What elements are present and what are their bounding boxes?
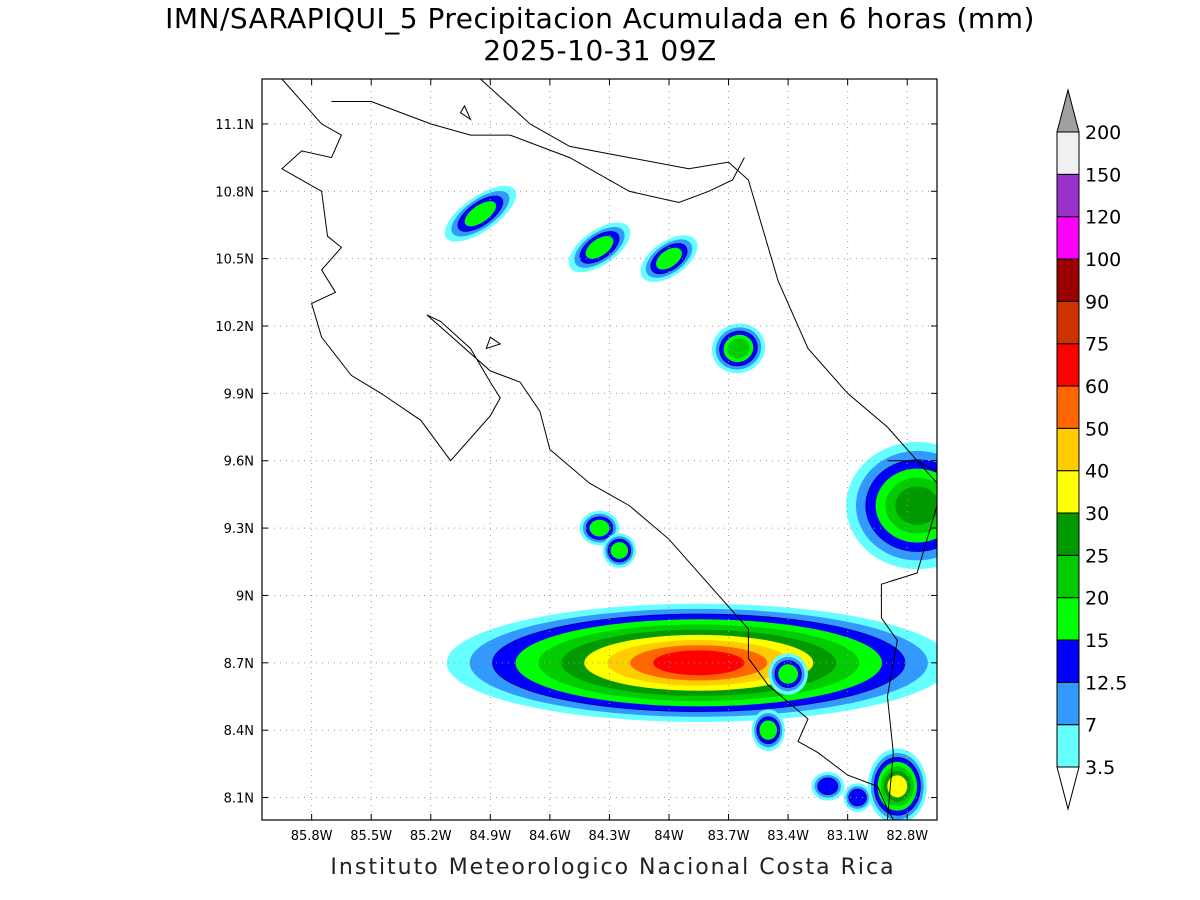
precip-cell <box>843 783 872 812</box>
precip-cell <box>568 222 631 273</box>
colorbar-label: 20 <box>1085 588 1109 610</box>
precip-cell <box>846 442 937 570</box>
x-tick-label: 83.7W <box>708 829 750 844</box>
caribbean-coastline <box>480 79 937 484</box>
panama-border <box>880 460 937 820</box>
x-tick-label: 85.5W <box>350 829 392 844</box>
x-tick-label: 84W <box>654 829 684 844</box>
y-tick-label: 10.2N <box>215 320 254 335</box>
precip-contour-level-9 <box>653 650 745 676</box>
x-tick-label: 83.1W <box>827 829 869 844</box>
colorbar-label: 90 <box>1085 291 1109 313</box>
precip-cell <box>711 323 766 374</box>
colorbar-segment <box>1056 216 1080 260</box>
credit-footer: Instituto Meteorologico Nacional Costa R… <box>330 855 896 880</box>
x-tick-label: 84.6W <box>529 829 571 844</box>
precip-cell <box>602 533 636 568</box>
colorbar-segment <box>1056 343 1080 387</box>
y-tick-label: 8.4N <box>224 724 254 739</box>
x-tick-label: 83.4W <box>767 829 809 844</box>
colorbar-segment <box>1056 639 1080 683</box>
precip-cell <box>640 235 698 283</box>
coastlines-and-borders <box>281 79 937 820</box>
precip-cell <box>811 772 845 801</box>
precip-contour-level-2 <box>848 788 867 807</box>
precip-contour-level-3 <box>759 720 778 740</box>
colorbar-over-arrow <box>1056 88 1080 133</box>
colorbar-legend: 3.5 7 12.5 15 20 25 30 40 50 60 75 90 100 120 150 200 <box>1056 88 1127 811</box>
colorbar-label: 15 <box>1085 630 1109 652</box>
colorbar-label: 7 <box>1085 715 1097 737</box>
colorbar-label: 200 <box>1085 122 1121 144</box>
y-tick-label: 11.1N <box>215 118 254 133</box>
y-tick-label: 8.1N <box>224 792 254 807</box>
colorbar-label: 100 <box>1085 249 1121 271</box>
colorbar-segment <box>1056 300 1080 345</box>
colorbar-segment <box>1056 385 1080 429</box>
longitude-ticks: 85.8W 85.5W 85.2W 84.9W 84.6W 84.3W 84W 83.7W 83… <box>291 79 928 844</box>
precip-contour-level-4 <box>727 338 750 359</box>
island-outline <box>459 104 472 121</box>
y-tick-label: 10.5N <box>215 253 254 268</box>
colorbar-segment <box>1056 597 1080 641</box>
colorbar-label: 120 <box>1085 207 1121 229</box>
precip-contour-level-3 <box>610 542 629 559</box>
y-tick-label: 9.3N <box>224 522 254 537</box>
y-tick-label: 9.9N <box>224 387 254 402</box>
colorbar-segment <box>1056 554 1080 599</box>
colorbar-label: 150 <box>1085 164 1121 186</box>
pacific-coastline <box>281 79 894 820</box>
colorbar-label: 50 <box>1085 418 1109 440</box>
precip-contour-level-3 <box>585 235 614 259</box>
precip-cell <box>867 748 927 820</box>
precipitation-field <box>444 185 937 820</box>
precip-cell <box>444 185 517 242</box>
colorbar-segment <box>1056 173 1080 218</box>
y-tick-label: 8.7N <box>224 657 254 672</box>
x-tick-label: 85.2W <box>410 829 452 844</box>
y-tick-label: 10.8N <box>215 185 254 200</box>
colorbar-label: 40 <box>1085 461 1109 483</box>
map-title-line-2: 2025-10-31 09Z <box>483 34 717 67</box>
precip-contour-level-3 <box>656 247 682 270</box>
colorbar-under-arrow <box>1056 766 1080 811</box>
colorbar-segment <box>1056 470 1080 514</box>
x-tick-label: 82.8W <box>886 829 928 844</box>
colorbar-segment <box>1056 427 1080 472</box>
precip-cell <box>446 603 937 722</box>
precip-contour-level-6 <box>887 775 908 798</box>
x-tick-label: 84.9W <box>469 829 511 844</box>
x-tick-label: 85.8W <box>291 829 333 844</box>
precip-cell <box>768 653 808 695</box>
map-title-line-1: IMN/SARAPIQUI_5 Precipitacion Acumulada … <box>165 2 1035 35</box>
colorbar-label: 25 <box>1085 545 1109 567</box>
colorbar-label: 75 <box>1085 334 1109 356</box>
colorbar-segment <box>1056 681 1080 726</box>
colorbar-label: 3.5 <box>1085 757 1115 779</box>
colorbar-segment <box>1056 131 1080 175</box>
colorbar-segment <box>1056 258 1080 302</box>
nicaragua-border <box>331 101 745 204</box>
colorbar-label: 30 <box>1085 503 1109 525</box>
colorbar-segment <box>1056 512 1080 556</box>
colorbar-label: 12.5 <box>1085 672 1127 694</box>
island-outline <box>485 336 502 350</box>
latitude-ticks: 11.1N 10.8N 10.5N 10.2N 9.9N 9.6N 9.3N 9N 8.7N 8.… <box>215 118 937 807</box>
precip-contour-level-2 <box>817 777 839 796</box>
colorbar-label: 60 <box>1085 376 1109 398</box>
precip-cell <box>751 709 785 752</box>
colorbar-segment <box>1056 724 1080 768</box>
precip-contour-level-3 <box>778 664 799 684</box>
map-frame <box>261 78 938 821</box>
precip-cell <box>579 510 620 546</box>
y-tick-label: 9N <box>236 589 254 604</box>
precip-contour-level-5 <box>895 486 937 525</box>
x-tick-label: 84.3W <box>589 829 631 844</box>
y-tick-label: 9.6N <box>224 455 254 470</box>
precip-contour-level-3 <box>589 519 610 537</box>
precip-contour-level-3 <box>464 201 497 227</box>
